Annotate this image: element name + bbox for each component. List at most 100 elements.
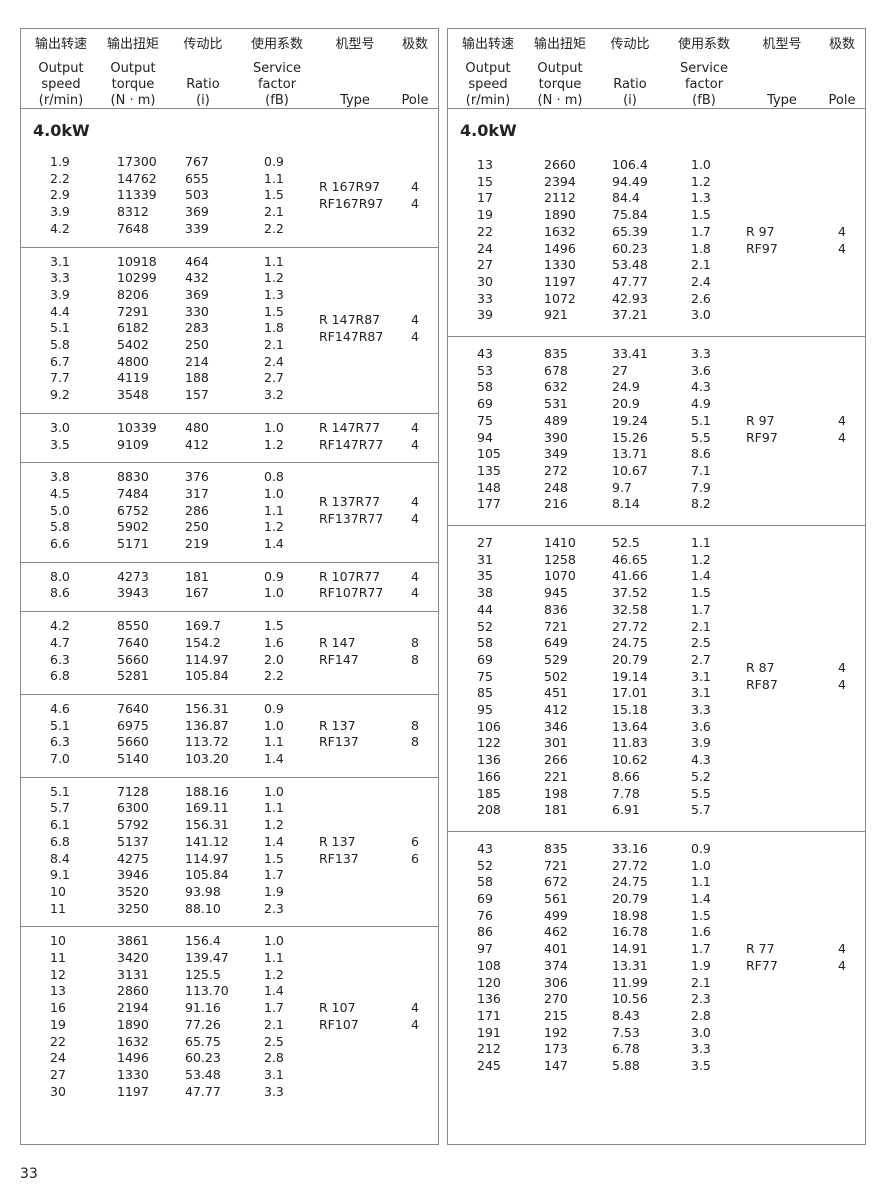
- cell: 8830: [117, 469, 149, 485]
- cell: 4275: [117, 850, 149, 866]
- cell: 0.8: [264, 469, 284, 485]
- cell: 1330: [544, 257, 576, 273]
- cell: 1632: [117, 1033, 149, 1049]
- cell: 22: [50, 1033, 66, 1049]
- cell: 2.9: [50, 187, 70, 203]
- cell: 32.58: [612, 601, 648, 617]
- cell: 317: [185, 485, 209, 501]
- cell: 462: [544, 924, 568, 940]
- cell: 169.11: [185, 800, 229, 816]
- cell: 464: [185, 253, 209, 269]
- cell: 9.1: [50, 867, 70, 883]
- type: RF97: [746, 240, 778, 256]
- cell: 5137: [117, 833, 149, 849]
- pole: 4: [411, 311, 419, 327]
- cell: 721: [544, 857, 568, 873]
- cell: 5.1: [691, 412, 711, 428]
- cell: 20.79: [612, 651, 648, 667]
- cell: 3.1: [50, 253, 70, 269]
- cell: 286: [185, 502, 209, 518]
- cell: 3.8: [50, 469, 70, 485]
- cell: 84.4: [612, 190, 640, 206]
- cell: 272: [544, 462, 568, 478]
- cell: 1.4: [264, 751, 284, 766]
- type: R 77: [746, 941, 775, 957]
- cell: 1.2: [264, 966, 284, 982]
- cell: 4.2: [50, 220, 70, 236]
- cell: 8.66: [612, 768, 640, 784]
- cell: 1.0: [264, 717, 284, 733]
- cell: 0.9: [691, 840, 711, 856]
- cell: 156.4: [185, 933, 221, 949]
- cell: 167: [185, 585, 209, 601]
- cell: 108: [477, 957, 501, 973]
- header-en: Output: [38, 61, 84, 76]
- cell: 8.14: [612, 496, 640, 512]
- rule: [21, 776, 438, 778]
- cell: 52.5: [612, 535, 640, 550]
- cell: 1.4: [264, 983, 284, 999]
- cell: 306: [544, 974, 568, 990]
- cell: 10: [50, 883, 66, 899]
- type: RF107: [319, 1016, 359, 1032]
- header-en: speed: [41, 77, 81, 92]
- cell: 8.6: [50, 585, 70, 601]
- pole: 8: [411, 717, 419, 733]
- header-en: factor: [257, 77, 297, 92]
- cell: 655: [185, 170, 209, 186]
- cell: 88.10: [185, 900, 221, 916]
- cell: 94.49: [612, 173, 648, 189]
- cell: 1.1: [691, 874, 711, 890]
- cell: 3250: [117, 900, 149, 916]
- cell: 3.0: [50, 419, 70, 435]
- cell: 4.7: [50, 634, 70, 650]
- cell: 1.1: [264, 800, 284, 816]
- cell: 5902: [117, 519, 149, 535]
- type: RF107R77: [319, 585, 384, 601]
- cell: 502: [544, 668, 568, 684]
- cell: 1.4: [691, 891, 711, 906]
- cell: 169.7: [185, 618, 221, 634]
- header-en: (r/min): [38, 93, 84, 108]
- cell: 2.1: [691, 257, 711, 273]
- cell: 2.1: [264, 337, 284, 352]
- cell: 4273: [117, 568, 149, 584]
- cell: 1.0: [264, 485, 284, 501]
- cell: 5792: [117, 817, 149, 833]
- cell: 114.97: [185, 850, 229, 866]
- header-en: (r/min): [465, 93, 511, 108]
- cell: 339: [185, 220, 209, 236]
- cell: 3.1: [691, 685, 711, 701]
- cell: 185: [477, 785, 501, 801]
- cell: 390: [544, 429, 568, 445]
- type: RF137R77: [319, 510, 384, 526]
- cell: 181: [544, 802, 568, 818]
- cell: 91.16: [185, 1000, 221, 1016]
- cell: 1.5: [264, 618, 284, 634]
- pole: 4: [411, 494, 419, 510]
- cell: 69: [477, 651, 493, 667]
- header-cn: 输出扭矩: [533, 37, 586, 52]
- cell: 412: [544, 702, 568, 717]
- pole: 4: [838, 429, 846, 445]
- cell: 2.0: [264, 651, 284, 667]
- type: RF167R97: [319, 195, 384, 211]
- cell: 103.20: [185, 751, 229, 766]
- header-cn: 机型号: [335, 37, 375, 52]
- cell: 53: [477, 362, 493, 378]
- pole: 4: [838, 941, 846, 957]
- cell: 3520: [117, 883, 149, 899]
- type: R 137: [319, 833, 356, 849]
- cell: 216: [544, 496, 568, 512]
- header-en: Pole: [401, 93, 429, 108]
- cell: 1.0: [264, 933, 284, 949]
- cell: 188.16: [185, 783, 229, 799]
- header-en: torque: [538, 77, 582, 92]
- cell: 10918: [117, 253, 157, 269]
- cell: 14.91: [612, 941, 648, 957]
- cell: 43: [477, 840, 493, 856]
- cell: 3131: [117, 966, 149, 982]
- cell: 42.93: [612, 290, 648, 306]
- cell: 1.7: [264, 867, 284, 883]
- type: RF137: [319, 850, 359, 866]
